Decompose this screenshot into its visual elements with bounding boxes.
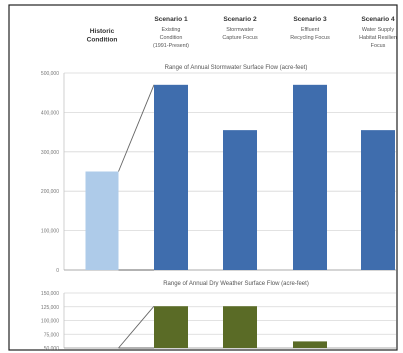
- y-tick-label: 400,000: [41, 110, 59, 116]
- y-tick-label: 150,000: [41, 291, 59, 297]
- header-title-0: Historic: [90, 28, 115, 35]
- y-tick-label: 300,000: [41, 150, 59, 156]
- y-tick-label: 100,000: [41, 319, 59, 325]
- header-title-1: Scenario 1: [154, 16, 188, 23]
- y-tick-label: 100,000: [41, 229, 59, 235]
- header-subtitle-4: Habitat Resilien: [359, 35, 397, 41]
- bar-scenario-2: [223, 306, 257, 348]
- y-tick-label: 50,000: [44, 346, 60, 352]
- chart-frame: [8, 4, 398, 351]
- header-subtitle-4: Water Supply: [362, 27, 394, 33]
- header-subtitle-2: Stormwater: [226, 27, 254, 33]
- y-tick-label: 125,000: [41, 305, 59, 311]
- header-subtitle-2: Capture Focus: [222, 35, 258, 41]
- header-subtitle-3: Effluent: [301, 27, 320, 33]
- scenario-headers: Historic Condition Scenario 1 Existing Condi…: [87, 16, 397, 49]
- bar-scenario-1: [154, 306, 188, 348]
- header-title-2: Scenario 2: [223, 16, 257, 23]
- bar-scenario-3: [293, 341, 327, 348]
- bar-scenario-1: [154, 84, 188, 270]
- bottom-chart-title: Range of Annual Dry Weather Surface Flow…: [163, 281, 309, 287]
- header-title-3: Scenario 3: [293, 16, 327, 23]
- y-tick-label: 500,000: [41, 71, 59, 77]
- header-subtitle-1: Condition: [160, 35, 183, 41]
- header-subtitle-1: Existing: [162, 27, 181, 33]
- bar-scenario-3: [293, 84, 327, 270]
- header-title-0: Condition: [87, 37, 118, 44]
- y-tick-label: 75,000: [44, 332, 60, 338]
- header-subtitle-1: (1991-Present): [153, 43, 189, 49]
- header-subtitle-3: Recycling Focus: [290, 35, 330, 41]
- top-chart-title: Range of Annual Stormwater Surface Flow …: [165, 65, 308, 71]
- header-subtitle-4: Focus: [371, 43, 386, 49]
- bar-scenario-4: [361, 130, 395, 270]
- header-title-4: Scenario 4: [361, 16, 395, 23]
- bar-historic-condition: [85, 171, 119, 270]
- y-tick-label: 0: [56, 268, 59, 274]
- dry-weather-flow-chart: 150,000 125,000 100,000 75,000 50,000: [41, 291, 396, 352]
- connector-line-top: [118, 305, 155, 349]
- connector-line-top: [118, 84, 155, 172]
- stormwater-flow-chart: 500,000 400,000 300,000 200,000 100,000 0: [41, 71, 396, 274]
- bar-scenario-2: [223, 130, 257, 270]
- y-tick-label: 200,000: [41, 189, 59, 195]
